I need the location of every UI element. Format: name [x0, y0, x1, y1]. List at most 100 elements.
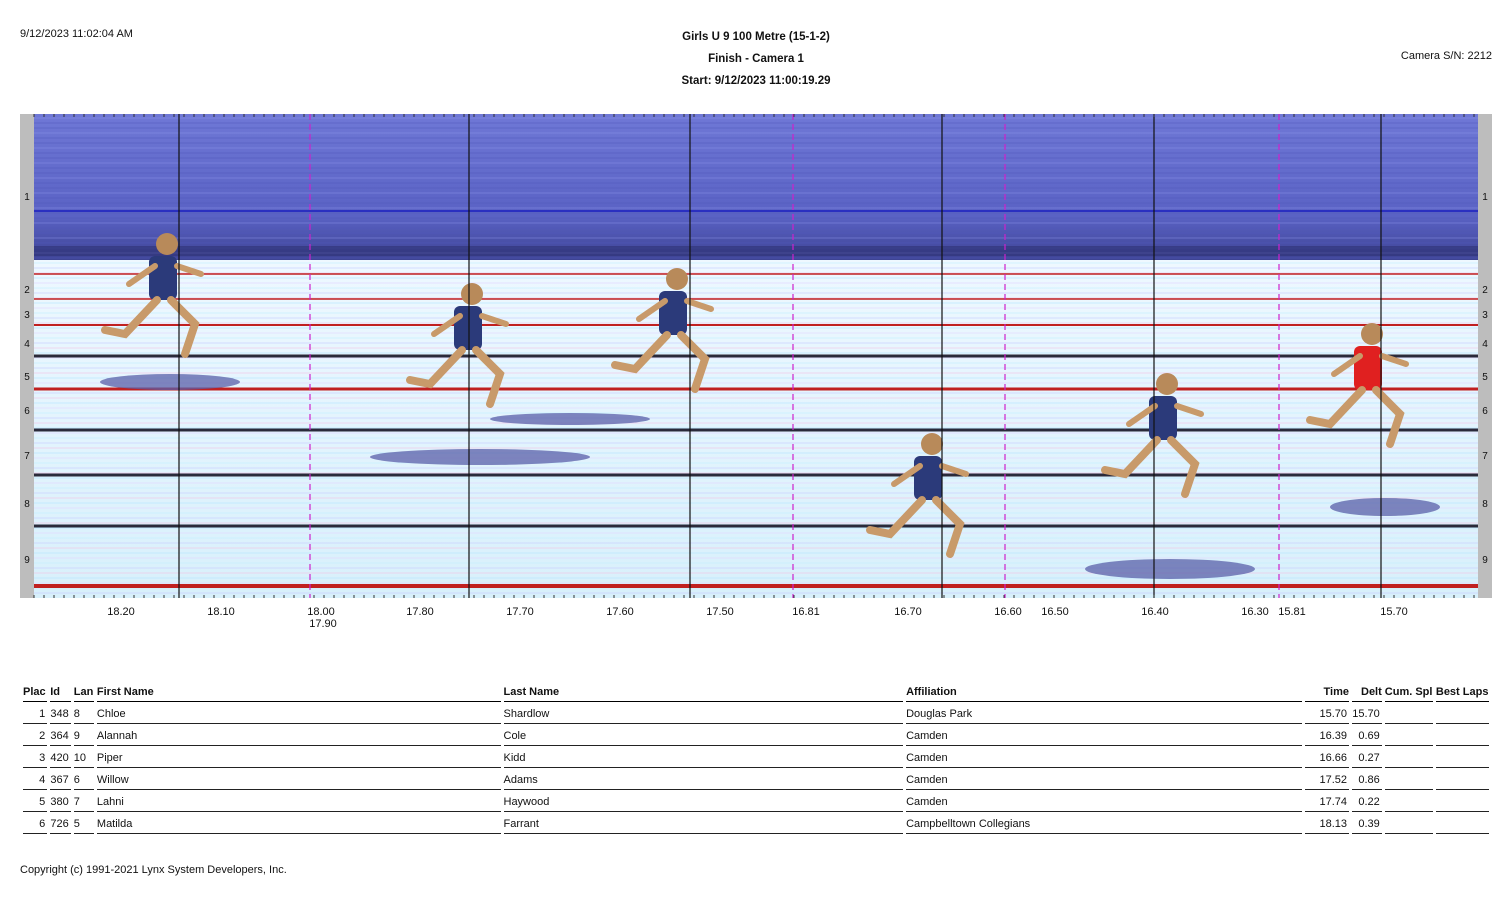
cell-delta: 0.27 — [1351, 746, 1382, 768]
cell-lane: 7 — [73, 790, 94, 812]
lane-number-left: 5 — [24, 372, 30, 383]
time-tick-label: 17.80 — [406, 606, 434, 618]
results-row[interactable]: 2 364 9 Alannah Cole Camden 16.39 0.69 — [23, 724, 1489, 746]
results-row[interactable]: 1 348 8 Chloe Shardlow Douglas Park 15.70 15.70 — [23, 702, 1489, 724]
cell-place: 4 — [23, 768, 48, 790]
time-tick-label: 17.90 — [309, 618, 337, 630]
athlete-arm — [636, 298, 668, 322]
athletes — [101, 233, 1409, 558]
cell-affiliation: Campbelltown Collegians — [906, 812, 1302, 834]
time-axis-labels: 18.20 18.10 18.00 17.90 17.80 17.70 17.60 17.50… — [0, 606, 1512, 636]
right-margin — [1478, 114, 1492, 598]
cell-delta: 0.39 — [1351, 812, 1382, 834]
results-row[interactable]: 3 420 10 Piper Kidd Camden 16.66 0.27 — [23, 746, 1489, 768]
cell-place: 2 — [23, 724, 48, 746]
col-lane[interactable]: Lan — [73, 684, 94, 702]
cell-id: 364 — [50, 724, 71, 746]
cell-place: 3 — [23, 746, 48, 768]
cell-cum-split — [1384, 702, 1433, 724]
time-gridlines — [178, 114, 1382, 598]
col-id[interactable]: Id — [50, 684, 71, 702]
cell-time: 16.66 — [1304, 746, 1349, 768]
start-time: Start: 9/12/2023 11:00:19.29 — [681, 75, 831, 87]
lane-number-right: 8 — [1482, 499, 1488, 510]
cell-first-name: Chloe — [96, 702, 501, 724]
athlete-shadow — [100, 374, 240, 390]
time-tick-label: 18.00 — [307, 606, 335, 618]
athlete-leg — [1167, 436, 1200, 498]
athlete-head — [461, 283, 483, 305]
time-tick-label: 18.20 — [107, 606, 135, 618]
col-time[interactable]: Time — [1304, 684, 1349, 702]
time-tick-label: 16.81 — [792, 606, 820, 618]
cell-delta: 0.69 — [1351, 724, 1382, 746]
cell-last-name: Shardlow — [503, 702, 904, 724]
cell-first-name: Lahni — [96, 790, 501, 812]
athlete-head — [156, 233, 178, 255]
athlete-arm — [174, 263, 204, 277]
cell-best-laps — [1435, 702, 1489, 724]
lane-lines — [34, 273, 1478, 588]
lane-numbers: 1 1 2 2 3 3 4 4 5 5 6 6 7 7 8 8 9 9 — [24, 192, 1488, 566]
cell-first-name: Matilda — [96, 812, 501, 834]
camera-title: Finish - Camera 1 — [708, 53, 804, 65]
lane-number-left: 7 — [24, 451, 30, 462]
athlete-head — [666, 268, 688, 290]
cell-time: 17.74 — [1304, 790, 1349, 812]
results-table: Plac Id Lan First Name Last Name Affilia… — [20, 684, 1492, 834]
time-tick-label: 15.70 — [1380, 606, 1408, 618]
axis-ticks — [33, 114, 1475, 598]
cell-best-laps — [1435, 790, 1489, 812]
athlete-arm — [431, 313, 463, 337]
event-title: Girls U 9 100 Metre (15-1-2) — [682, 31, 830, 43]
time-tick-label: 17.70 — [506, 606, 534, 618]
lane-number-right: 5 — [1482, 372, 1488, 383]
time-tick-label: 17.60 — [606, 606, 634, 618]
cell-last-name: Adams — [503, 768, 904, 790]
results-row[interactable]: 5 380 7 Lahni Haywood Camden 17.74 0.22 — [23, 790, 1489, 812]
col-cum-split[interactable]: Cum. Spl — [1384, 684, 1433, 702]
athlete-head — [1156, 373, 1178, 395]
col-first-name[interactable]: First Name — [96, 684, 501, 702]
cell-place: 6 — [23, 812, 48, 834]
time-tick-label: 16.40 — [1141, 606, 1169, 618]
lane-stripes — [34, 117, 1478, 594]
athlete-leg — [611, 331, 671, 374]
cell-delta: 0.86 — [1351, 768, 1382, 790]
col-best-laps[interactable]: Best Laps — [1435, 684, 1489, 702]
athlete-arm — [479, 313, 509, 327]
athlete-arm — [1174, 403, 1204, 417]
sky-edge — [34, 246, 1478, 256]
lane-number-right: 3 — [1482, 310, 1488, 321]
finish-line-photo[interactable]: 1 1 2 2 3 3 4 4 5 5 6 6 7 7 8 8 9 9 — [20, 114, 1492, 598]
lane-number-left: 9 — [24, 555, 30, 566]
col-affiliation[interactable]: Affiliation — [906, 684, 1302, 702]
copyright-notice: Copyright (c) 1991-2021 Lynx System Deve… — [20, 864, 287, 876]
cell-last-name: Kidd — [503, 746, 904, 768]
athlete-leg — [406, 346, 466, 389]
athlete-arm — [1379, 353, 1409, 367]
athlete-arm — [891, 463, 923, 487]
cell-cum-split — [1384, 746, 1433, 768]
lane-number-right: 4 — [1482, 339, 1488, 350]
athlete-torso — [659, 291, 687, 335]
results-row[interactable]: 4 367 6 Willow Adams Camden 17.52 0.86 — [23, 768, 1489, 790]
lane-number-left: 8 — [24, 499, 30, 510]
col-delta[interactable]: Delt — [1351, 684, 1382, 702]
cell-last-name: Farrant — [503, 812, 904, 834]
cell-place: 1 — [23, 702, 48, 724]
col-place[interactable]: Plac — [23, 684, 48, 702]
results-row[interactable]: 6 726 5 Matilda Farrant Campbelltown Collegia… — [23, 812, 1489, 834]
athlete-leg — [1306, 386, 1366, 429]
athlete-shadow — [1085, 559, 1255, 579]
results-header-row: Plac Id Lan First Name Last Name Affilia… — [23, 684, 1489, 702]
time-tick-label: 15.81 — [1278, 606, 1306, 618]
col-last-name[interactable]: Last Name — [503, 684, 904, 702]
athlete-torso — [149, 256, 177, 300]
athlete-head — [921, 433, 943, 455]
cell-place: 5 — [23, 790, 48, 812]
athlete-torso — [1354, 346, 1382, 390]
cell-affiliation: Camden — [906, 724, 1302, 746]
finish-photo-canvas[interactable]: 1 1 2 2 3 3 4 4 5 5 6 6 7 7 8 8 9 9 — [20, 114, 1492, 598]
capture-timestamp: 9/12/2023 11:02:04 AM — [20, 28, 133, 40]
